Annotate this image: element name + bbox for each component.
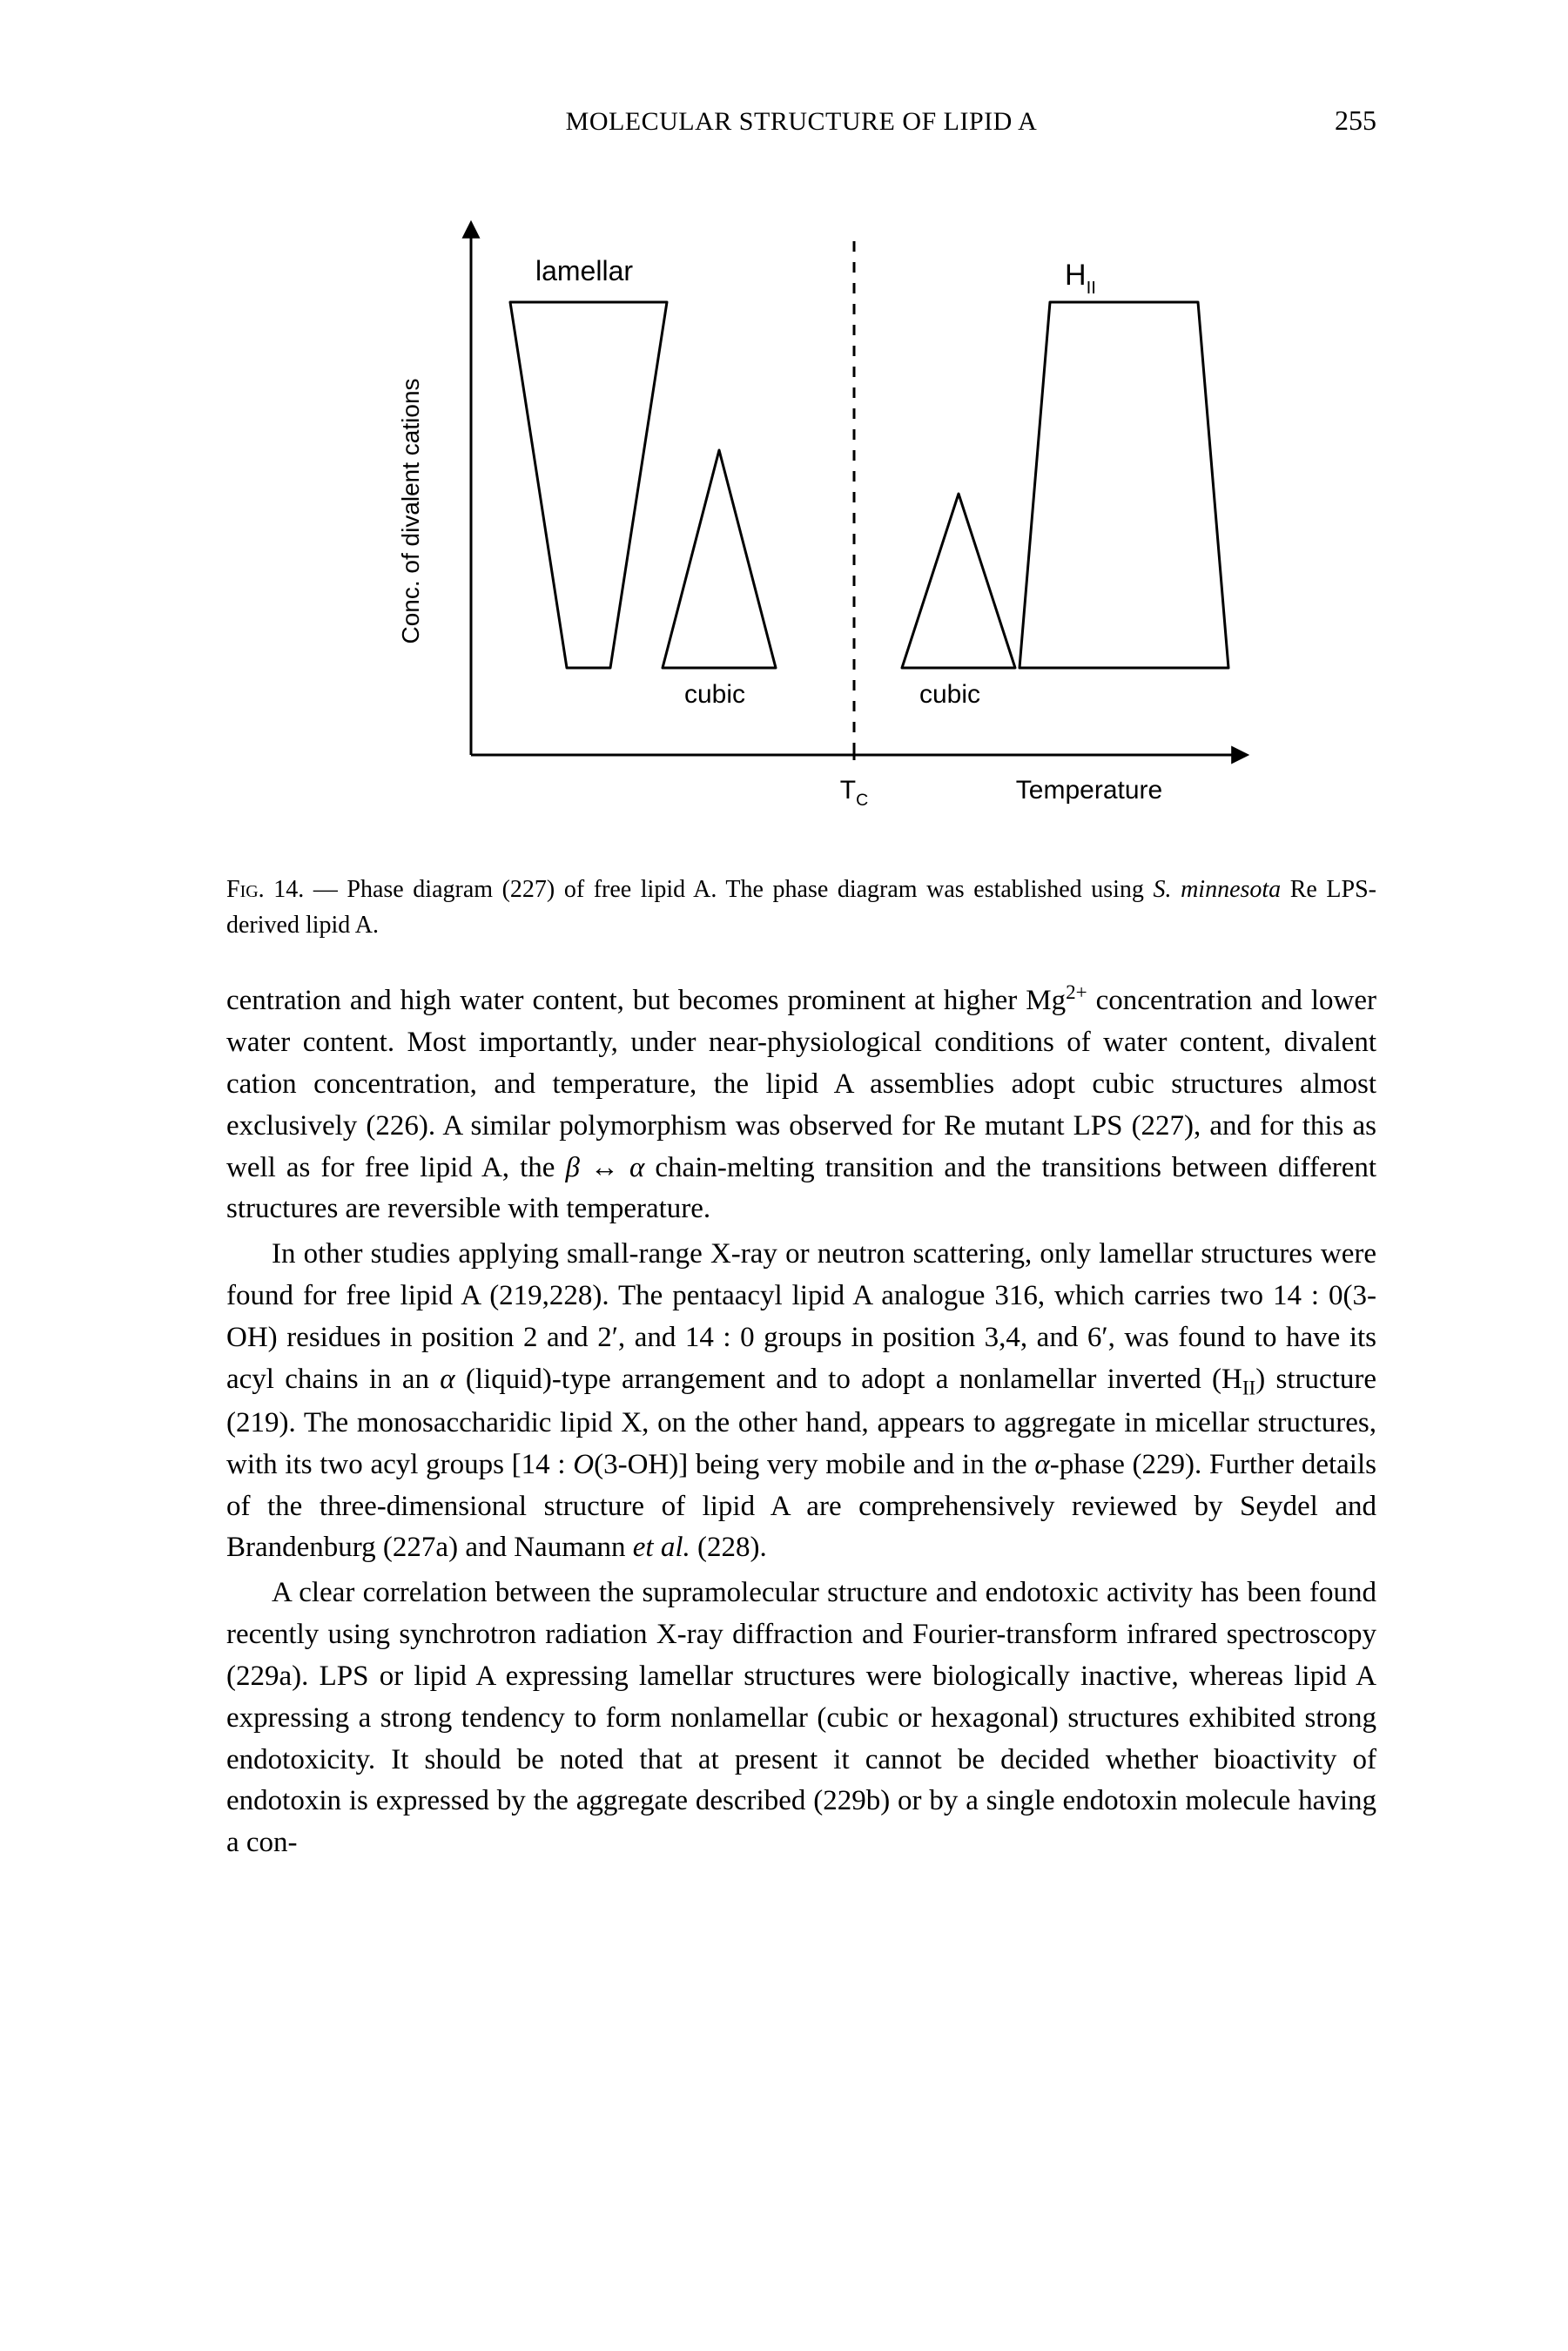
body-text: centration and high water content, but b…: [226, 978, 1376, 1864]
figure-caption: Fig. 14. — Phase diagram (227) of free l…: [226, 872, 1376, 943]
caption-text: — Phase diagram (227) of free lipid A. T…: [226, 876, 1376, 939]
phase-diagram-svg: Conc. of divalent cations TC Temperature la…: [323, 189, 1281, 851]
svg-text:cubic: cubic: [919, 680, 979, 709]
caption-label: Fig. 14.: [226, 876, 304, 903]
svg-text:lamellar: lamellar: [535, 255, 632, 286]
running-head: MOLECULAR STRUCTURE OF LIPID A 255: [226, 104, 1376, 137]
figure-14: Conc. of divalent cations TC Temperature la…: [323, 189, 1281, 851]
paragraph-3: A clear correlation between the supramol…: [226, 1573, 1376, 1864]
svg-text:Temperature: Temperature: [1015, 776, 1161, 805]
svg-text:HII: HII: [1065, 259, 1096, 298]
paragraph-2: In other studies applying small-range X-…: [226, 1234, 1376, 1569]
running-title: MOLECULAR STRUCTURE OF LIPID A: [331, 107, 1272, 137]
page-number: 255: [1272, 104, 1376, 137]
paragraph-1: centration and high water content, but b…: [226, 978, 1376, 1230]
page: MOLECULAR STRUCTURE OF LIPID A 255 Conc.…: [0, 0, 1568, 2351]
svg-text:Conc. of divalent cations: Conc. of divalent cations: [397, 378, 424, 643]
svg-text:cubic: cubic: [683, 680, 744, 709]
svg-text:TC: TC: [839, 776, 867, 810]
